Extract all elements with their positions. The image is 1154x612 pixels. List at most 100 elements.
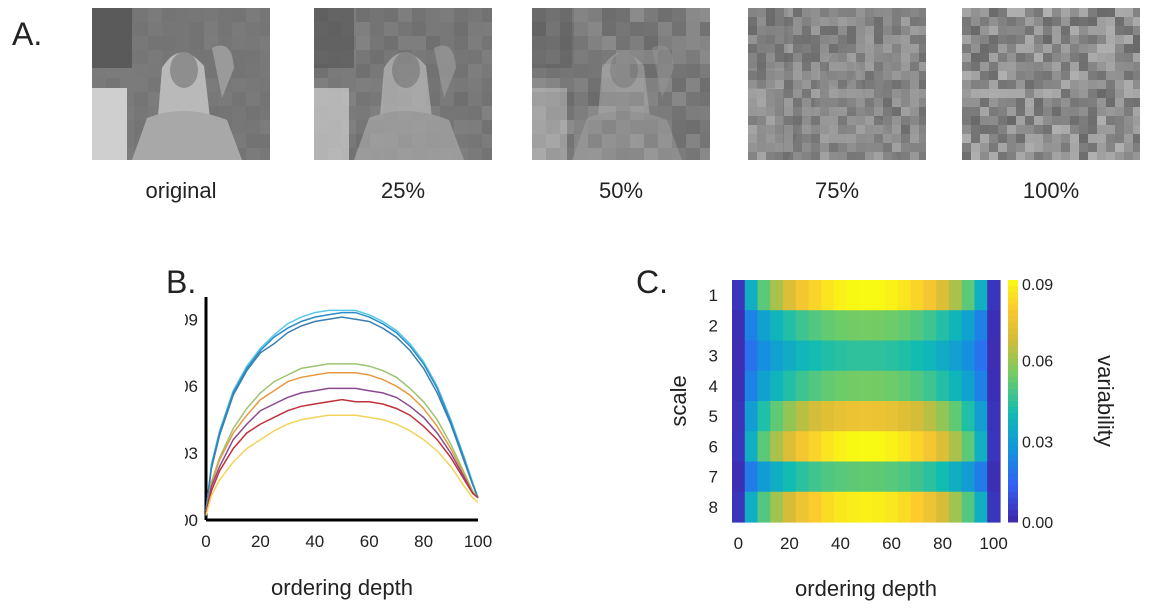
texture-block [260, 64, 270, 78]
texture-block [971, 107, 980, 116]
texture-block [829, 8, 838, 17]
texture-block [1133, 116, 1140, 125]
image-thumbnail [314, 8, 492, 160]
texture-block [658, 50, 672, 64]
texture-block [874, 152, 883, 160]
texture-block [793, 35, 802, 44]
colorbar-segment [1008, 334, 1018, 341]
texture-block [811, 116, 820, 125]
texture-block [892, 134, 901, 143]
texture-block [1124, 26, 1133, 35]
texture-block [784, 35, 793, 44]
face [826, 52, 854, 88]
texture-block [1052, 98, 1061, 107]
texture-block [1016, 62, 1025, 71]
texture-block [246, 22, 260, 36]
series-line-4 [205, 363, 479, 514]
texture-block [820, 62, 829, 71]
texture-block [1070, 107, 1079, 116]
texture-block [820, 107, 829, 116]
heatmap-cell [834, 461, 848, 493]
texture-block [1034, 107, 1043, 116]
raised-arm [212, 45, 234, 98]
texture-block [686, 92, 700, 106]
texture-block [883, 26, 892, 35]
heatmap-cell [961, 310, 976, 342]
texture-block [1079, 8, 1088, 17]
colorbar-segment [1008, 310, 1018, 317]
texture-block [989, 125, 998, 134]
texture-block [1124, 116, 1133, 125]
colorbar-segment [1008, 479, 1018, 487]
background-table [314, 8, 354, 68]
texture-block [1124, 89, 1133, 98]
texture-block [883, 134, 892, 143]
texture-block [838, 143, 847, 152]
heatmap-cell [846, 310, 861, 342]
heatmap-cell [795, 491, 810, 523]
texture-block [426, 22, 440, 36]
texture-block [856, 35, 865, 44]
texture-block [1025, 44, 1034, 53]
texture-block [775, 89, 784, 98]
texture-block [602, 92, 616, 106]
texture-block [883, 152, 892, 160]
texture-block [775, 17, 784, 26]
texture-block [1043, 53, 1052, 62]
texture-block [532, 50, 546, 64]
texture-block [829, 26, 838, 35]
texture-block [1025, 71, 1034, 80]
texture-block [856, 125, 865, 134]
texture-block [883, 80, 892, 89]
texture-block [874, 98, 883, 107]
heatmap-cell [757, 461, 771, 493]
texture-block [588, 148, 602, 160]
texture-block [370, 78, 384, 92]
texture-block [998, 116, 1007, 125]
texture-block [560, 78, 574, 92]
texture-block [1043, 80, 1052, 89]
texture-block [1124, 80, 1133, 89]
texture-block [847, 98, 856, 107]
texture-block [998, 53, 1007, 62]
y-tick-label: 2 [709, 316, 718, 335]
heatmap-cell [910, 370, 925, 402]
texture-block [820, 152, 829, 160]
texture-block [532, 92, 546, 106]
heatmap-cell [872, 401, 886, 432]
heatmap-cell [859, 491, 873, 523]
texture-block [910, 44, 919, 53]
texture-block [218, 106, 232, 120]
texture-block [672, 134, 686, 148]
texture-block [232, 78, 246, 92]
texture-block [672, 8, 686, 22]
texture-block [874, 125, 883, 134]
heatmap-cell [783, 310, 797, 342]
texture-block [775, 80, 784, 89]
texture-block [1124, 125, 1133, 134]
image-caption: 50% [598, 178, 644, 203]
texture-block [560, 8, 574, 22]
texture-block [998, 89, 1007, 98]
heatmap-cell [936, 340, 950, 372]
texture-block [616, 92, 630, 106]
texture-block [989, 134, 998, 143]
texture-block [793, 17, 802, 26]
x-tick-label: 0 [201, 532, 210, 551]
texture-block [1115, 8, 1124, 17]
texture-block [412, 36, 426, 50]
texture-block [454, 92, 468, 106]
texture-block [856, 107, 865, 116]
texture-block [232, 36, 246, 50]
texture-block [901, 134, 910, 143]
heatmap-cell [859, 370, 873, 402]
texture-block [482, 120, 492, 134]
texture-block [1052, 116, 1061, 125]
texture-block [1070, 80, 1079, 89]
texture-block [883, 8, 892, 17]
texture-block [1025, 152, 1034, 160]
heatmap-cell [821, 401, 835, 432]
texture-block [700, 134, 710, 148]
texture-block [989, 8, 998, 17]
texture-block [971, 134, 980, 143]
